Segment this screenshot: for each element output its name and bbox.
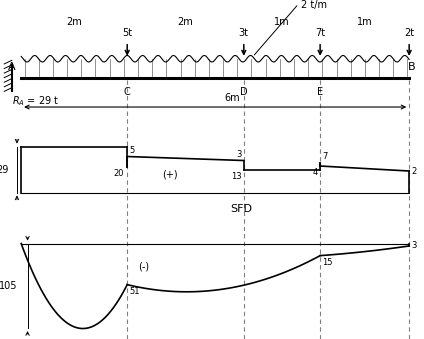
Text: A: A [8,62,16,72]
Text: 3t: 3t [239,28,249,38]
Text: SFD: SFD [231,203,253,214]
Text: 29: 29 [0,164,8,175]
Text: 51: 51 [129,287,140,296]
Text: 5t: 5t [122,28,132,38]
Text: (+): (+) [162,170,177,180]
Text: 2 t/m: 2 t/m [301,0,327,10]
Text: 5: 5 [129,145,134,155]
Text: 6m: 6m [224,93,240,103]
Text: 7: 7 [322,152,328,161]
Text: C: C [124,87,131,97]
Text: 2m: 2m [178,17,193,27]
Text: (-): (-) [139,261,150,271]
Text: 1m: 1m [357,17,372,27]
Text: E: E [317,87,323,97]
Text: D: D [240,87,248,97]
Text: 2m: 2m [66,17,82,27]
Text: 7t: 7t [315,28,325,38]
Text: 15: 15 [322,258,333,267]
Text: 3: 3 [411,241,417,251]
Text: 1m: 1m [274,17,290,27]
Text: 2: 2 [411,166,416,176]
Text: 105: 105 [0,281,17,291]
Text: $R_A$ = 29 t: $R_A$ = 29 t [12,94,59,108]
Text: B: B [407,62,415,72]
Text: 4: 4 [313,168,318,177]
Text: 2t: 2t [404,28,414,38]
Text: 3: 3 [236,149,242,159]
Text: 20: 20 [113,168,124,178]
Text: 13: 13 [231,172,242,180]
